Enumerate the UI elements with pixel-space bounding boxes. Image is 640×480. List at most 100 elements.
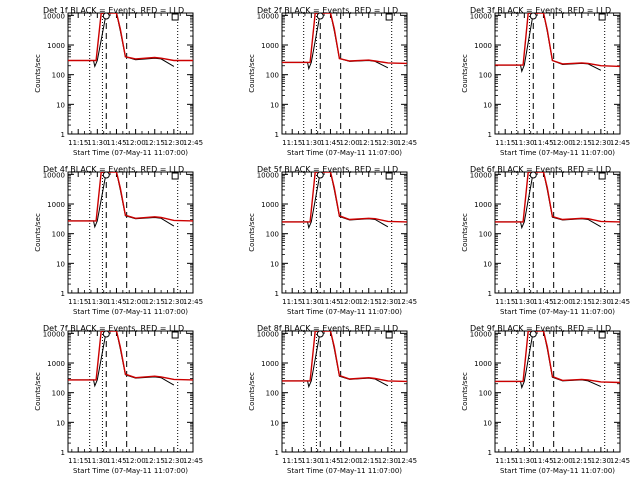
x-tick-label: 11:45 (106, 298, 126, 306)
x-tick-label: 11:45 (320, 139, 340, 147)
y-tick-label: 10000 (470, 171, 492, 179)
x-tick-label: 11:30 (301, 139, 321, 147)
x-axis-label: Start Time (07-May-11 11:07:00) (73, 308, 188, 316)
x-tick-label: 11:30 (514, 139, 534, 147)
x-tick-label: 11:15 (68, 457, 88, 465)
y-tick-label: 10000 (470, 12, 492, 20)
x-tick-label: 12:45 (610, 298, 630, 306)
y-tick-label: 100 (52, 231, 65, 239)
series-line-lld (495, 13, 620, 68)
x-tick-label: 12:30 (164, 298, 184, 306)
square-marker (385, 172, 393, 180)
x-axis-label: Start Time (07-May-11 11:07:00) (287, 308, 402, 316)
x-tick-label: 11:45 (320, 457, 340, 465)
y-axis-label: Counts/sec (34, 372, 42, 411)
series-line-lld (495, 331, 620, 384)
series-group (495, 172, 620, 230)
series-line-lld (282, 13, 407, 65)
x-axis-label: Start Time (07-May-11 11:07:00) (500, 149, 615, 157)
subplot-title: Det 9f BLACK = Events, RED = LLD (470, 324, 611, 333)
x-tick-label: 12:45 (397, 298, 417, 306)
series-group (495, 13, 620, 74)
plot-frame (281, 171, 408, 294)
circle-marker (102, 330, 110, 338)
y-tick-label: 1000 (261, 360, 279, 368)
series-line-lld (495, 172, 620, 223)
x-axis-label: Start Time (07-May-11 11:07:00) (500, 308, 615, 316)
x-tick-label: 12:15 (572, 457, 592, 465)
x-tick-label: 12:15 (359, 298, 379, 306)
series-group (68, 331, 193, 388)
x-tick-label: 11:15 (282, 457, 302, 465)
y-tick-label: 10 (270, 260, 279, 268)
x-tick-label: 12:30 (591, 139, 611, 147)
plot-frame (67, 12, 194, 135)
square-marker (171, 13, 179, 21)
x-tick-label: 11:15 (282, 139, 302, 147)
y-tick-label: 10000 (43, 12, 65, 20)
x-tick-label: 12:45 (183, 139, 203, 147)
x-tick-label: 12:00 (340, 457, 360, 465)
series-line-events (282, 172, 389, 230)
x-tick-label: 11:45 (106, 457, 126, 465)
square-marker (171, 331, 179, 339)
x-tick-label: 12:00 (553, 457, 573, 465)
x-tick-label: 11:15 (282, 298, 302, 306)
y-tick-label: 100 (52, 72, 65, 80)
x-axis-label: Start Time (07-May-11 11:07:00) (500, 467, 615, 475)
x-axis-label: Start Time (07-May-11 11:07:00) (287, 467, 402, 475)
x-tick-label: 12:00 (553, 298, 573, 306)
x-tick-label: 11:30 (301, 457, 321, 465)
x-tick-label: 12:15 (359, 139, 379, 147)
x-tick-label: 12:30 (164, 139, 184, 147)
y-tick-label: 10 (270, 101, 279, 109)
x-tick-label: 12:45 (610, 139, 630, 147)
y-axis-label: Counts/sec (461, 372, 469, 411)
x-tick-label: 12:15 (359, 457, 379, 465)
plot-frame (494, 12, 621, 135)
subplot-9: 1 10 100 1000 10000 11:1511:3011:4512:0012:15… (461, 324, 630, 475)
plot-frame (67, 330, 194, 453)
series-group (495, 331, 620, 390)
x-tick-label: 12:15 (145, 139, 165, 147)
x-tick-label: 12:00 (126, 298, 146, 306)
y-tick-label: 10000 (257, 12, 279, 20)
y-axis-label: Counts/sec (461, 54, 469, 93)
x-tick-label: 12:30 (378, 457, 398, 465)
x-tick-label: 12:00 (553, 139, 573, 147)
y-tick-label: 10 (483, 419, 492, 427)
y-tick-label: 1 (275, 131, 279, 139)
x-tick-label: 11:15 (68, 298, 88, 306)
x-tick-label: 12:15 (145, 457, 165, 465)
series-group (282, 13, 407, 71)
x-tick-label: 11:45 (106, 139, 126, 147)
y-tick-label: 1000 (474, 360, 492, 368)
x-axis-label: Start Time (07-May-11 11:07:00) (73, 149, 188, 157)
x-tick-label: 11:15 (495, 139, 515, 147)
x-tick-label: 11:15 (495, 298, 515, 306)
x-tick-label: 12:45 (183, 298, 203, 306)
y-tick-label: 100 (266, 231, 279, 239)
y-tick-label: 1000 (47, 201, 65, 209)
series-line-events (495, 172, 602, 230)
y-tick-label: 1 (488, 131, 492, 139)
plot-frame (494, 171, 621, 294)
y-tick-label: 1000 (47, 360, 65, 368)
subplot-5: 1 10 100 1000 10000 11:1511:3011:4512:0012:15… (248, 165, 417, 316)
x-tick-label: 12:45 (397, 139, 417, 147)
y-tick-label: 1 (61, 449, 65, 457)
y-tick-label: 1000 (261, 201, 279, 209)
circle-marker (529, 12, 537, 20)
x-tick-label: 11:45 (533, 457, 553, 465)
circle-marker (316, 171, 324, 179)
y-axis-label: Counts/sec (248, 54, 256, 93)
subplot-title: Det 4f BLACK = Events, RED = LLD (43, 165, 184, 174)
y-tick-label: 10000 (43, 330, 65, 338)
x-tick-label: 12:00 (340, 298, 360, 306)
subplot-3: 1 10 100 1000 10000 11:1511:3011:4512:0012:15… (461, 6, 630, 157)
subplot-7: 1 10 100 1000 10000 11:1511:3011:4512:0012:15… (34, 324, 203, 475)
plot-frame (494, 330, 621, 453)
series-line-lld (68, 172, 193, 222)
circle-marker (102, 171, 110, 179)
y-tick-label: 10000 (43, 171, 65, 179)
